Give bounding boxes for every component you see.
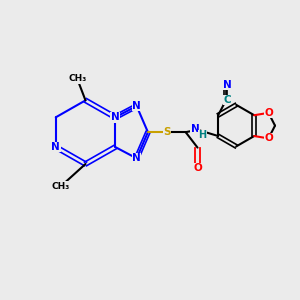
Text: CH₃: CH₃ bbox=[52, 182, 70, 191]
Text: CH₃: CH₃ bbox=[68, 74, 86, 83]
Text: N: N bbox=[111, 112, 120, 122]
Text: O: O bbox=[193, 164, 202, 173]
Text: O: O bbox=[264, 108, 273, 118]
Text: H: H bbox=[199, 130, 207, 140]
Text: N: N bbox=[51, 142, 60, 152]
Text: O: O bbox=[264, 134, 273, 143]
Text: N: N bbox=[132, 101, 141, 111]
Text: S: S bbox=[164, 127, 171, 137]
Text: C: C bbox=[223, 95, 231, 105]
Text: N: N bbox=[132, 153, 141, 163]
Text: N: N bbox=[191, 124, 200, 134]
Text: N: N bbox=[223, 80, 232, 90]
